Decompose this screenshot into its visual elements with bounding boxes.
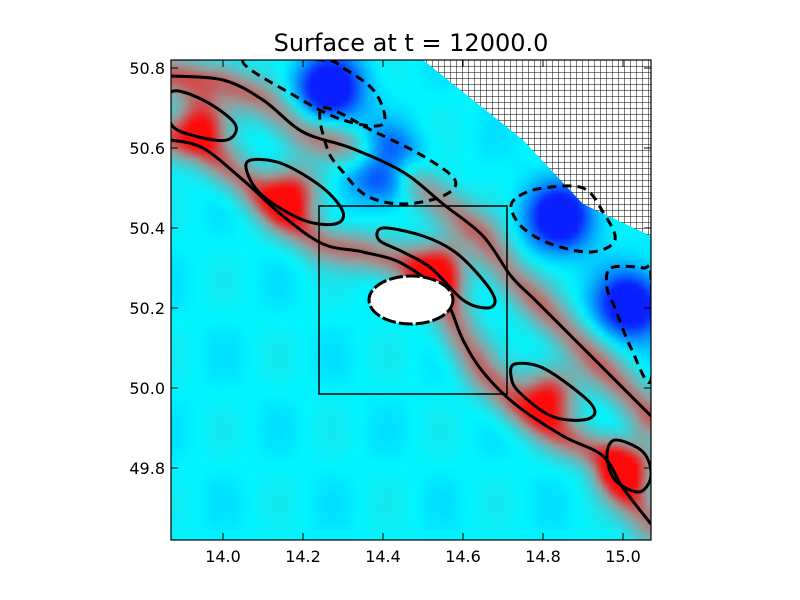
y-tick-label: 50.2: [129, 299, 165, 318]
y-tick-label: 49.8: [129, 459, 165, 478]
x-axis: 14.0 14.2 14.4 14.6 14.8 15.0: [205, 60, 641, 566]
island-mask: [367, 274, 455, 326]
y-tick-label: 50.4: [129, 219, 165, 238]
x-tick-label: 15.0: [605, 547, 641, 566]
x-tick-label: 14.4: [365, 547, 401, 566]
chart-title: Surface at t = 12000.0: [274, 29, 549, 57]
positive-contour-line: [375, 226, 497, 310]
negative-contour-line: [509, 184, 617, 254]
zero-contour-line: [171, 74, 651, 418]
x-tick-label: 14.6: [445, 547, 481, 566]
land-region-hatched: [423, 60, 651, 236]
contour-lines: [171, 60, 651, 525]
x-tick-label: 14.0: [205, 547, 241, 566]
y-axis: 49.8 50.0 50.2 50.4 50.6 50.8: [129, 59, 651, 478]
y-tick-label: 50.6: [129, 139, 165, 158]
negative-contour-line: [318, 106, 458, 206]
plot-area: [171, 60, 651, 540]
y-tick-label: 50.0: [129, 379, 165, 398]
y-tick-label: 50.8: [129, 59, 165, 78]
negative-contour-line: [604, 263, 651, 385]
positive-contour-line: [171, 89, 238, 143]
axes-frame: [170, 59, 652, 541]
positive-contour-line: [509, 361, 597, 422]
x-tick-label: 14.8: [525, 547, 561, 566]
x-tick-label: 14.2: [285, 547, 321, 566]
positive-contour-line: [605, 438, 651, 494]
zoom-box: [318, 205, 508, 395]
positive-contour-line: [244, 157, 346, 227]
